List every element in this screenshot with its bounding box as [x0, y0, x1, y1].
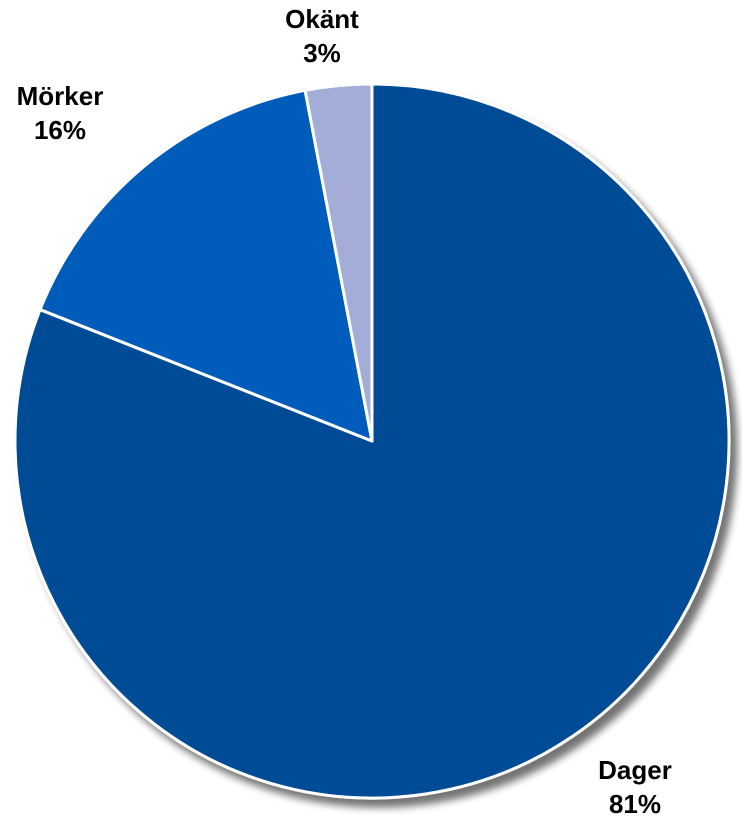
- slice-percent-label: 3%: [303, 38, 341, 68]
- pie-slice-m-rker: [38, 88, 374, 443]
- slice-category-label: Mörker: [17, 81, 104, 111]
- pie-slices: [13, 82, 731, 800]
- slice-category-label: Dager: [598, 755, 672, 785]
- slice-percent-label: 81%: [609, 789, 661, 819]
- slice-percent-label: 16%: [34, 115, 86, 145]
- pie-slice-ok-nt: [303, 82, 374, 443]
- slice-category-label: Okänt: [285, 4, 359, 34]
- pie-labels: Dager 81% Mörker 16% Okänt 3%: [17, 4, 672, 819]
